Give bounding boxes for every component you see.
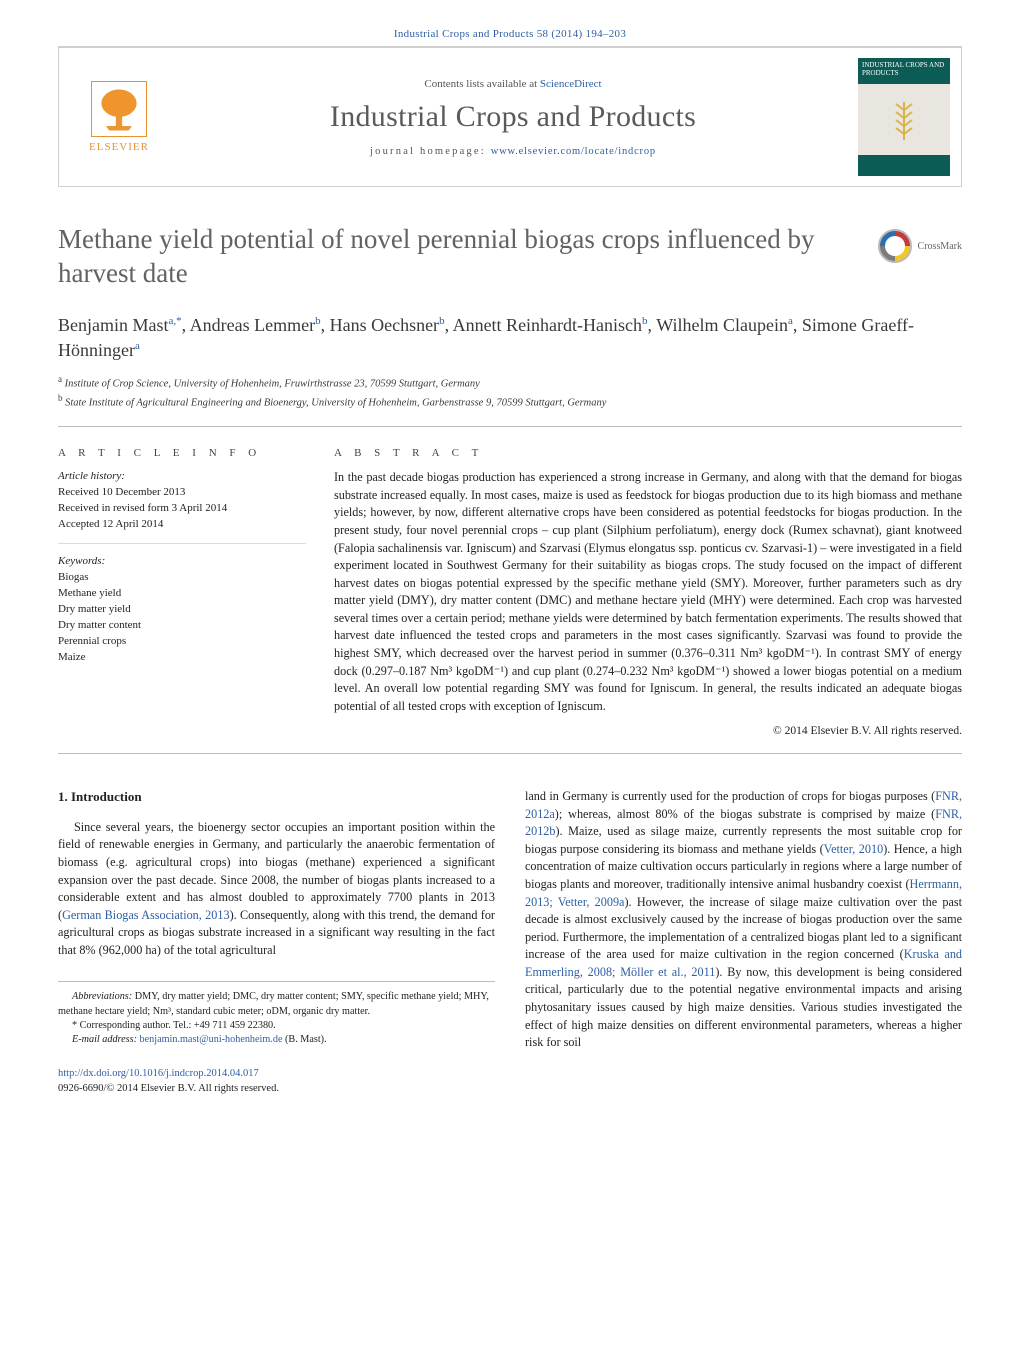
abstract-column: A B S T R A C T In the past decade bioga…: [334, 447, 962, 737]
keywords-block: Keywords: Biogas Methane yield Dry matte…: [58, 554, 306, 666]
crossmark-label: CrossMark: [918, 241, 962, 252]
contents-prefix: Contents lists available at: [424, 78, 539, 90]
body-column-left: 1. Introduction Since several years, the…: [58, 788, 495, 1096]
abstract-heading: A B S T R A C T: [334, 447, 962, 459]
keyword: Biogas: [58, 570, 306, 586]
cover-title: INDUSTRIAL CROPS AND PRODUCTS: [862, 62, 946, 77]
article-info-column: A R T I C L E I N F O Article history: R…: [58, 447, 306, 737]
doi-link[interactable]: http://dx.doi.org/10.1016/j.indcrop.2014…: [58, 1068, 259, 1079]
journal-reference: Industrial Crops and Products 58 (2014) …: [58, 28, 962, 47]
doi-block: http://dx.doi.org/10.1016/j.indcrop.2014…: [58, 1066, 495, 1096]
email-link[interactable]: benjamin.mast@uni-hohenheim.de: [140, 1034, 283, 1045]
authors-line: Benjamin Masta,*, Andreas Lemmerb, Hans …: [58, 313, 962, 363]
abbreviations-footnote: Abbreviations: DMY, dry matter yield; DM…: [58, 990, 495, 1019]
affiliation-a: a Institute of Crop Science, University …: [58, 373, 962, 392]
keyword: Dry matter content: [58, 618, 306, 634]
abstract-copyright: © 2014 Elsevier B.V. All rights reserved…: [334, 725, 962, 737]
affiliation-a-text: Institute of Crop Science, University of…: [65, 378, 480, 389]
contents-available: Contents lists available at ScienceDirec…: [424, 78, 601, 90]
citation-link[interactable]: Kruska and Emmerling, 2008; Möller et al…: [525, 947, 962, 979]
homepage-link[interactable]: www.elsevier.com/locate/indcrop: [491, 146, 656, 157]
history-received: Received 10 December 2013: [58, 485, 306, 501]
citation-link[interactable]: German Biogas Association, 2013: [62, 908, 230, 922]
publisher-name: ELSEVIER: [89, 141, 149, 153]
introduction-heading: 1. Introduction: [58, 788, 495, 807]
affiliations: a Institute of Crop Science, University …: [58, 373, 962, 410]
history-label: Article history:: [58, 469, 306, 485]
email-person: (B. Mast).: [282, 1034, 326, 1045]
footnotes: Abbreviations: DMY, dry matter yield; DM…: [58, 981, 495, 1047]
article-title: Methane yield potential of novel perenni…: [58, 223, 864, 291]
affiliation-b: b State Institute of Agricultural Engine…: [58, 392, 962, 411]
history-accepted: Accepted 12 April 2014: [58, 517, 306, 533]
article-info-heading: A R T I C L E I N F O: [58, 447, 306, 459]
sciencedirect-link[interactable]: ScienceDirect: [540, 78, 602, 90]
homepage-prefix: journal homepage:: [370, 146, 491, 157]
citation-link[interactable]: Vetter, 2010: [824, 842, 884, 856]
publisher-logo-block: ELSEVIER: [59, 48, 179, 186]
citation-link[interactable]: Herrmann, 2013; Vetter, 2009a: [525, 877, 962, 909]
wheat-icon: [879, 92, 929, 142]
intro-paragraph-2: land in Germany is currently used for th…: [525, 788, 962, 1051]
body-column-right: land in Germany is currently used for th…: [525, 788, 962, 1096]
affiliation-b-text: State Institute of Agricultural Engineer…: [65, 397, 606, 408]
intro-paragraph-1: Since several years, the bioenergy secto…: [58, 819, 495, 960]
corresponding-author-footnote: * Corresponding author. Tel.: +49 711 45…: [58, 1019, 495, 1033]
email-footnote: E-mail address: benjamin.mast@uni-hohenh…: [58, 1033, 495, 1047]
issn-copyright: 0926-6690/© 2014 Elsevier B.V. All right…: [58, 1083, 279, 1094]
abbrev-label: Abbreviations:: [72, 991, 132, 1002]
abstract-text: In the past decade biogas production has…: [334, 469, 962, 715]
keyword: Maize: [58, 650, 306, 666]
keyword: Dry matter yield: [58, 602, 306, 618]
citation-link[interactable]: FNR, 2012b: [525, 807, 962, 839]
keyword: Methane yield: [58, 586, 306, 602]
journal-homepage: journal homepage: www.elsevier.com/locat…: [370, 146, 656, 157]
journal-name: Industrial Crops and Products: [330, 100, 696, 134]
elsevier-tree-icon: [91, 81, 147, 137]
email-label: E-mail address:: [72, 1034, 137, 1045]
journal-cover-thumb: INDUSTRIAL CROPS AND PRODUCTS: [858, 58, 950, 176]
crossmark-icon: [878, 229, 912, 263]
keywords-label: Keywords:: [58, 554, 306, 570]
crossmark-badge-block[interactable]: CrossMark: [878, 229, 962, 263]
citation-link[interactable]: FNR, 2012a: [525, 789, 962, 821]
article-history: Article history: Received 10 December 20…: [58, 469, 306, 544]
corr-text: Corresponding author. Tel.: +49 711 459 …: [77, 1020, 276, 1031]
history-revised: Received in revised form 3 April 2014: [58, 501, 306, 517]
keyword: Perennial crops: [58, 634, 306, 650]
journal-header: ELSEVIER Contents lists available at Sci…: [58, 47, 962, 187]
